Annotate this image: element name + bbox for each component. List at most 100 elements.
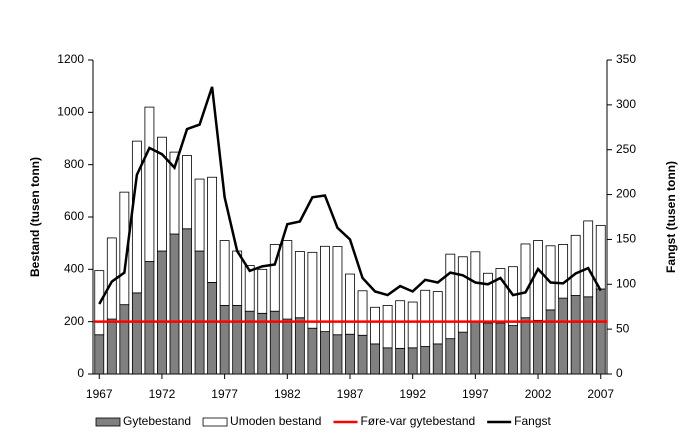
bar (370, 343, 380, 375)
legend-label: Fangst (514, 414, 551, 428)
bar (570, 295, 581, 375)
bar (294, 317, 305, 375)
bar (508, 325, 518, 375)
y-tick-label: 1200 (57, 52, 84, 66)
bar (182, 155, 192, 230)
bar (269, 244, 280, 312)
bar (533, 319, 543, 375)
x-tick-label: 1977 (211, 387, 238, 401)
bar (457, 256, 468, 333)
bar (407, 301, 418, 349)
bar (520, 317, 531, 375)
y2-axis-title: Fangst (tusen tonn) (664, 161, 678, 273)
bar (144, 261, 155, 375)
bar (445, 253, 456, 340)
bar (94, 334, 105, 375)
bar (533, 240, 543, 321)
bar (244, 265, 255, 312)
bar (345, 273, 355, 335)
bar (106, 318, 117, 375)
bar (307, 251, 318, 329)
bar (332, 246, 343, 336)
bar (169, 233, 180, 375)
bar (583, 220, 594, 298)
bar (570, 234, 581, 296)
bar (420, 346, 431, 375)
bar (395, 347, 406, 375)
bar (232, 305, 243, 375)
bar (357, 334, 368, 375)
y2-tick-label: 50 (616, 321, 630, 335)
x-tick-label: 1997 (462, 387, 489, 401)
y2-tick-label: 200 (616, 187, 636, 201)
bar (294, 251, 305, 319)
bar (558, 244, 569, 299)
y2-tick-label: 150 (616, 232, 636, 246)
bar (482, 272, 493, 324)
bar (583, 296, 594, 375)
bar (370, 306, 380, 345)
legend-label: Gytebestand (123, 414, 191, 428)
y-tick-label: 1000 (57, 105, 84, 119)
y-tick-label: 600 (64, 209, 84, 223)
bar (407, 347, 418, 375)
bar (470, 321, 481, 375)
bar (157, 250, 167, 375)
bar (595, 224, 606, 290)
y-tick-label: 200 (64, 314, 84, 328)
bar (207, 282, 218, 375)
bar (558, 297, 569, 375)
bar (207, 176, 218, 283)
bar (320, 245, 330, 333)
bar (470, 251, 481, 323)
bar (357, 290, 368, 336)
x-tick-label: 1992 (399, 387, 426, 401)
bar (257, 268, 268, 314)
bar (169, 151, 180, 235)
y2-tick-label: 250 (616, 142, 636, 156)
bar (545, 309, 556, 375)
bar (495, 322, 506, 375)
bar (194, 178, 205, 252)
bar (495, 268, 506, 324)
x-tick-label: 2002 (525, 387, 552, 401)
bar (457, 331, 468, 375)
bar (219, 240, 230, 306)
bar (282, 318, 293, 375)
bar (382, 305, 393, 349)
bar (345, 333, 355, 375)
y2-tick-label: 100 (616, 276, 636, 290)
bar (282, 240, 293, 320)
y-axis-title: Bestand (tusen tonn) (28, 157, 42, 277)
bar (420, 289, 431, 347)
bar (395, 300, 406, 349)
y-tick-label: 800 (64, 157, 84, 171)
bar (119, 304, 130, 375)
bar (320, 331, 330, 375)
bar (119, 191, 130, 306)
y2-tick-label: 350 (616, 52, 636, 66)
legend-swatch (95, 417, 121, 427)
bar (131, 140, 142, 294)
y2-tick-label: 0 (616, 366, 623, 380)
x-tick-label: 1987 (337, 387, 364, 401)
bar (445, 338, 456, 375)
bar (595, 288, 606, 375)
legend-label: Føre-var gytebestand (360, 414, 475, 428)
y2-tick-label: 300 (616, 97, 636, 111)
bar (482, 322, 493, 375)
bar (219, 305, 230, 375)
y-tick-label: 400 (64, 262, 84, 276)
y-tick-label: 0 (77, 366, 84, 380)
bar (144, 106, 155, 262)
legend-label: Umoden bestand (230, 414, 321, 428)
legend-swatch (202, 417, 228, 427)
x-tick-label: 2007 (587, 387, 614, 401)
line-series (98, 86, 602, 305)
bar (131, 292, 142, 375)
x-tick-label: 1972 (149, 387, 176, 401)
bar (194, 250, 205, 375)
x-tick-label: 1982 (274, 387, 301, 401)
